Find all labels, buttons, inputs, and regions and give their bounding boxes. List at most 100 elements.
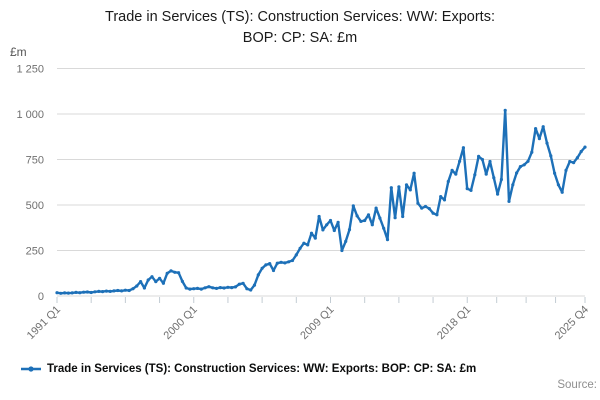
- data-point-marker: [431, 211, 435, 215]
- data-point-marker: [359, 219, 363, 223]
- data-point-marker: [165, 271, 169, 275]
- data-point-marker: [249, 288, 253, 292]
- data-point-marker: [112, 289, 116, 293]
- data-point-marker: [560, 190, 564, 194]
- data-point-marker: [180, 279, 184, 283]
- data-point-marker: [108, 289, 112, 293]
- data-point-marker: [374, 206, 378, 210]
- data-point-marker: [328, 218, 333, 223]
- x-tick-label: 2025 Q4: [553, 304, 591, 342]
- data-point-marker: [252, 283, 257, 287]
- data-point-marker: [245, 287, 249, 291]
- data-point-marker: [537, 137, 542, 141]
- data-point-marker: [268, 262, 272, 266]
- data-point-marker: [336, 220, 340, 224]
- data-point-marker: [507, 199, 511, 203]
- data-point-marker: [226, 285, 230, 289]
- y-tick-label: 250: [26, 246, 44, 258]
- data-point-marker: [397, 185, 401, 189]
- data-series-line: [55, 109, 587, 295]
- data-point-marker: [347, 228, 352, 232]
- data-point-marker: [511, 183, 515, 187]
- data-point-marker: [218, 286, 222, 290]
- data-point-marker: [309, 231, 314, 235]
- data-point-marker: [488, 159, 492, 164]
- data-point-marker: [344, 239, 348, 243]
- data-point-marker: [480, 157, 484, 162]
- legend-label: Trade in Services (TS): Construction Ser…: [47, 363, 477, 375]
- data-point-marker: [169, 269, 173, 273]
- data-point-marker: [564, 168, 568, 172]
- data-point-marker: [461, 146, 465, 150]
- data-point-marker: [63, 291, 67, 295]
- data-point-marker: [313, 236, 317, 240]
- data-point-marker: [161, 281, 165, 285]
- data-point-marker: [199, 287, 203, 291]
- y-tick-label: 0: [38, 291, 44, 303]
- data-point-marker: [211, 286, 215, 290]
- data-point-marker: [97, 289, 101, 293]
- data-point-marker: [416, 201, 420, 205]
- data-point-marker: [264, 263, 268, 267]
- data-point-marker: [412, 171, 416, 175]
- source-label: Source:: [557, 379, 597, 391]
- data-point-marker: [275, 261, 279, 265]
- data-point-marker: [454, 172, 458, 176]
- data-point-marker: [340, 248, 344, 253]
- data-point-marker: [549, 154, 553, 158]
- x-tick-label: 2000 Q1: [162, 304, 200, 342]
- data-point-marker: [173, 270, 177, 274]
- data-point-marker: [575, 156, 580, 160]
- y-tick-label: 750: [26, 155, 44, 167]
- data-point-marker: [74, 290, 78, 294]
- data-point-marker: [214, 286, 219, 290]
- data-point-marker: [279, 260, 283, 264]
- data-point-marker: [188, 287, 192, 291]
- x-tick-label: 2009 Q1: [298, 304, 336, 342]
- data-point-marker: [568, 159, 572, 164]
- data-point-marker: [503, 108, 507, 112]
- data-point-marker: [518, 165, 523, 169]
- data-point-marker: [55, 291, 59, 295]
- data-point-marker: [287, 260, 291, 264]
- data-point-marker: [408, 188, 412, 192]
- data-point-marker: [321, 228, 325, 232]
- page-title: Trade in Services (TS): Construction Ser…: [0, 7, 600, 49]
- data-point-marker: [104, 289, 108, 293]
- data-point-marker: [378, 216, 382, 220]
- data-point-marker: [139, 280, 143, 284]
- data-point-marker: [325, 223, 329, 227]
- data-point-marker: [177, 271, 181, 275]
- data-point-marker: [158, 276, 162, 280]
- data-point-marker: [401, 214, 405, 219]
- data-point-marker: [89, 290, 93, 295]
- data-point-marker: [439, 195, 443, 199]
- data-point-marker: [146, 278, 150, 282]
- data-point-marker: [101, 290, 105, 294]
- data-point-marker: [93, 290, 97, 294]
- data-point-marker: [82, 290, 86, 294]
- data-point-marker: [442, 198, 447, 202]
- x-tick-label: 1991 Q1: [25, 304, 63, 342]
- data-point-marker: [66, 291, 70, 295]
- data-point-marker: [492, 176, 496, 180]
- data-point-marker: [78, 291, 82, 295]
- data-point-marker: [393, 216, 397, 220]
- data-point-marker: [382, 226, 386, 230]
- title-line-2: BOP: CP: SA: £m: [242, 30, 358, 46]
- y-tick-label: 500: [26, 200, 44, 212]
- data-point-marker: [530, 150, 534, 154]
- data-point-marker: [385, 238, 390, 242]
- data-point-marker: [446, 179, 450, 184]
- data-point-marker: [203, 286, 207, 290]
- data-point-marker: [298, 246, 302, 250]
- data-point-marker: [496, 192, 500, 196]
- data-point-marker: [366, 213, 371, 217]
- data-point-marker: [306, 243, 310, 247]
- data-point-marker: [123, 288, 127, 292]
- data-point-marker: [59, 291, 63, 295]
- data-point-marker: [237, 282, 241, 286]
- legend-row: Trade in Services (TS): Construction Ser…: [20, 363, 476, 375]
